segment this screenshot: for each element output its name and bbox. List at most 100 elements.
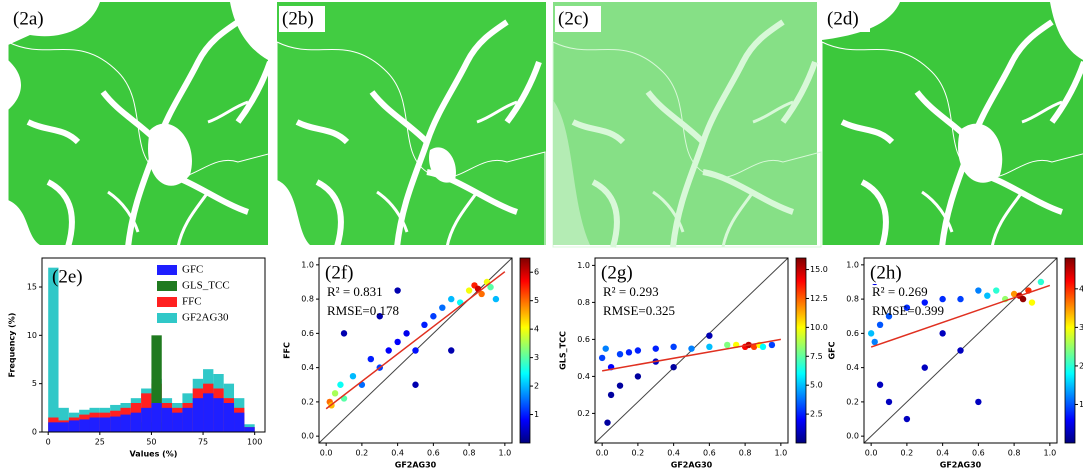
scatter-point (885, 398, 893, 406)
legend-swatch (157, 265, 177, 275)
x-tick-label: 1.0 (498, 449, 511, 458)
map-2d: (2d) (822, 2, 1083, 247)
y-tick-label: 5 (32, 379, 37, 388)
scatter-point (430, 313, 437, 320)
scatter-point (939, 330, 946, 337)
scatter-point (921, 364, 928, 371)
scatter-point (867, 330, 875, 337)
y-tick-label: 10 (27, 331, 37, 340)
scatter-point (1037, 278, 1045, 286)
panel-label-box (868, 262, 908, 284)
scatter-point (876, 321, 884, 329)
x-tick-label: 0.0 (320, 449, 333, 458)
scatter-point (349, 372, 357, 380)
x-tick-label: 0.2 (356, 449, 369, 458)
histogram-bar (99, 417, 111, 432)
x-tick-label: 100 (247, 438, 262, 447)
scatter-point (759, 343, 767, 350)
scatter-point (376, 313, 383, 320)
map-2b: (2b) (277, 2, 546, 247)
y-tick-label: 0.4 (577, 372, 590, 381)
fit-line (870, 284, 1051, 348)
colorbar-tick-label: 2 (1079, 361, 1083, 370)
histogram-bar (192, 398, 204, 432)
plot-frame (318, 257, 513, 444)
x-tick-label: 0.4 (936, 449, 949, 458)
y-axis-label: Frequency (%) (8, 313, 17, 378)
scatter-point (903, 304, 911, 311)
scatter-point (706, 343, 713, 350)
scatter-point (337, 381, 344, 388)
y-tick-label: 0.8 (577, 298, 590, 307)
x-axis-label: GF2AG30 (940, 461, 982, 470)
scatter-point (607, 391, 615, 399)
y-tick-label: 0.8 (846, 295, 859, 304)
x-tick-label: 25 (95, 438, 105, 447)
histogram-bar (58, 422, 69, 432)
scatter-point (403, 330, 410, 337)
y-tick-label: 0.4 (301, 363, 314, 372)
panel-label: (2e) (52, 266, 83, 287)
y-tick-label: 0.2 (301, 397, 314, 406)
histogram-bar (130, 412, 142, 432)
x-tick-label: 0.8 (463, 449, 476, 458)
histogram-bar (89, 417, 100, 432)
scatter-point (957, 347, 964, 354)
x-axis-label: Values (%) (130, 450, 178, 459)
scatter-point (385, 347, 392, 354)
scatter-point (625, 349, 633, 356)
colorbar-tick-label: 7.5 (810, 352, 823, 361)
y-tick-label: 0.8 (301, 295, 314, 304)
x-axis-label: GF2AG30 (395, 461, 437, 470)
histogram-bar (151, 335, 162, 432)
y-tick-label: 0.6 (301, 329, 314, 338)
annotation: R² = 0.831 (327, 284, 383, 299)
colorbar-tick-label: 6 (534, 268, 539, 277)
scatter-point (670, 343, 677, 350)
colorbar-tick-label: 5.0 (810, 381, 823, 390)
y-tick-label: 15 (27, 283, 37, 292)
plot-frame (863, 257, 1058, 444)
plot-frame (41, 257, 266, 433)
y-tick-label: 0 (32, 428, 37, 437)
colorbar (1064, 257, 1076, 444)
scatter-point (340, 330, 348, 337)
x-tick-label: 0.4 (391, 449, 404, 458)
scatter-point (634, 347, 642, 354)
scatter-point (412, 381, 419, 388)
histogram-bar (110, 416, 121, 432)
y-axis-label: GLS_TCC (559, 331, 568, 370)
y-axis-label: FFC (283, 342, 292, 359)
scatter-point (871, 338, 878, 346)
scatter-point (903, 415, 911, 423)
scatter-point (750, 343, 758, 350)
scatter-point (331, 390, 339, 397)
x-tick-label: 1.0 (1043, 449, 1056, 458)
annotation: RMSE=0.325 (603, 303, 675, 318)
annotation: R² = 0.269 (872, 284, 928, 299)
x-tick-label: 0.0 (596, 449, 609, 458)
x-tick-label: 50 (146, 438, 156, 447)
scatter-point (876, 381, 884, 388)
y-tick-label: 0.6 (846, 329, 859, 338)
scatter-point (957, 295, 964, 303)
legend-label: FFC (182, 296, 202, 308)
y-tick-label: 0.2 (577, 409, 590, 418)
histogram-bar (68, 420, 80, 432)
scatter-point (492, 295, 500, 303)
histogram-bar (141, 407, 152, 432)
scatter-point (394, 338, 401, 346)
scatter-point (465, 287, 473, 294)
histogram-bar (223, 403, 235, 432)
scatter-point (975, 398, 982, 406)
y-tick-label: 1.0 (577, 261, 590, 270)
scatter-point (394, 287, 401, 294)
histogram-bar (48, 422, 59, 432)
scatter-point (688, 345, 695, 352)
scatter-point (598, 354, 606, 362)
map-label: (2a) (13, 8, 44, 29)
x-tick-label: 0.8 (739, 449, 752, 458)
colorbar-tick-label: 2 (534, 382, 539, 391)
colorbar-tick-label: 12.5 (810, 294, 828, 303)
annotation: R² = 0.293 (603, 284, 659, 299)
